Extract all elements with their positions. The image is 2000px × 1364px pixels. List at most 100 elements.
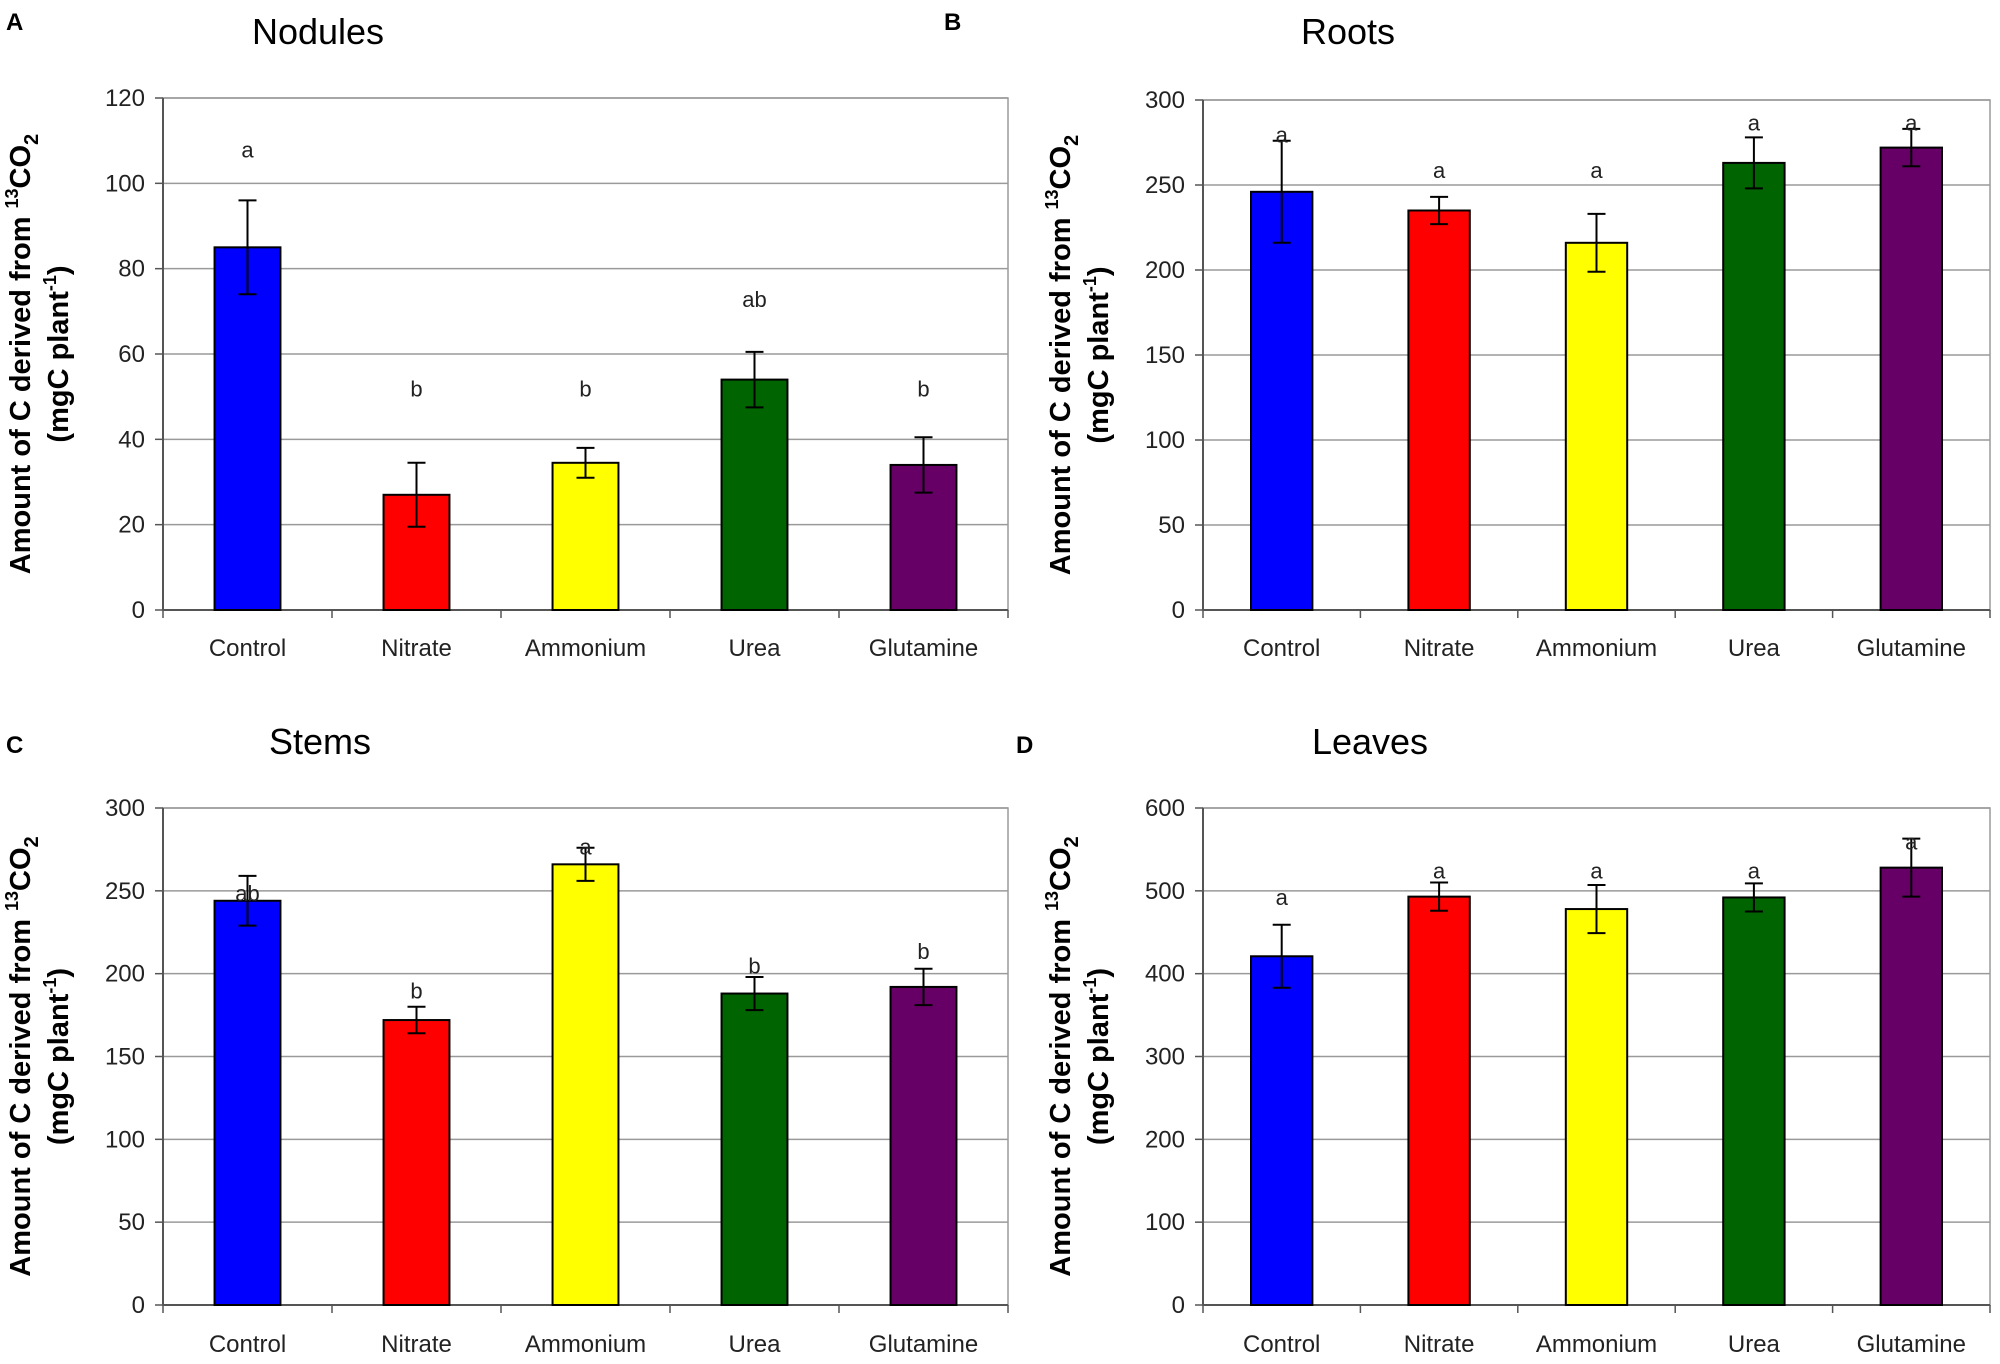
bar-control bbox=[1250, 190, 1314, 612]
y-axis-label-isotope: 13 bbox=[1042, 891, 1062, 911]
y-axis-label-unit-superscript: -1 bbox=[1080, 978, 1100, 994]
y-axis-label-line-2: (mgC plant-1) bbox=[40, 265, 75, 442]
significance-label-glutamine: a bbox=[1905, 111, 1918, 136]
y-axis-label-unit-superscript: -1 bbox=[40, 275, 60, 291]
y-axis-label-text: Amount of C derived from bbox=[1045, 911, 1077, 1277]
y-axis-label-text: Amount of C derived from bbox=[5, 208, 37, 574]
y-axis-label-unit: (mgC plant bbox=[1083, 993, 1115, 1145]
category-label-glutamine: Glutamine bbox=[869, 1331, 978, 1358]
bar-control bbox=[213, 246, 282, 611]
category-label-control: Control bbox=[1243, 1331, 1320, 1358]
category-label-nitrate: Nitrate bbox=[381, 635, 452, 662]
y-tick-label: 300 bbox=[1145, 87, 1185, 114]
significance-label-urea: ab bbox=[742, 287, 766, 312]
y-axis-label-line-2: (mgC plant-1) bbox=[40, 968, 75, 1145]
significance-label-urea: b bbox=[748, 954, 760, 979]
significance-label-ammonium: b bbox=[579, 377, 591, 402]
significance-label-urea: a bbox=[1748, 858, 1761, 883]
category-label-urea: Urea bbox=[728, 1331, 781, 1358]
significance-label-nitrate: b bbox=[410, 377, 422, 402]
panel-letter: D bbox=[1016, 732, 1033, 759]
y-tick-label: 250 bbox=[1145, 172, 1185, 199]
y-axis-label-unit-superscript: -1 bbox=[1080, 276, 1100, 292]
chart-panel-d: D Leaves 0 100 200 300 400 500 600 a Control a Nitra… bbox=[1016, 721, 1991, 1358]
significance-label-ammonium: a bbox=[579, 834, 592, 859]
bar-urea bbox=[720, 378, 789, 611]
y-axis-label-co: CO bbox=[5, 145, 37, 189]
y-tick-label: 0 bbox=[1172, 1292, 1185, 1319]
panel-letter: A bbox=[6, 9, 23, 36]
bar-control bbox=[213, 899, 282, 1306]
y-tick-label: 300 bbox=[1145, 1044, 1185, 1071]
category-label-urea: Urea bbox=[1728, 635, 1781, 662]
panel-title: Leaves bbox=[1312, 721, 1428, 762]
significance-label-glutamine: b bbox=[917, 939, 929, 964]
y-tick-label: 200 bbox=[1145, 1126, 1185, 1153]
significance-label-control: a bbox=[1276, 885, 1289, 910]
y-tick-label: 300 bbox=[105, 795, 145, 822]
y-tick-label: 40 bbox=[118, 426, 145, 453]
category-label-control: Control bbox=[209, 1331, 286, 1358]
y-axis-label-co: CO bbox=[1045, 847, 1077, 891]
y-axis-label-unit-superscript: -1 bbox=[40, 978, 60, 994]
y-tick-label: 20 bbox=[118, 512, 145, 539]
y-tick-label: 60 bbox=[118, 341, 145, 368]
y-axis-label-unit-close: ) bbox=[1083, 968, 1115, 978]
y-axis-label-co: CO bbox=[5, 847, 37, 891]
y-tick-label: 500 bbox=[1145, 878, 1185, 905]
category-label-nitrate: Nitrate bbox=[1404, 635, 1475, 662]
bar-urea bbox=[1722, 161, 1786, 611]
significance-label-ammonium: a bbox=[1590, 158, 1603, 183]
bar-glutamine bbox=[1879, 146, 1943, 611]
y-axis-label-text: Amount of C derived from bbox=[5, 911, 37, 1277]
y-axis-label-isotope: 13 bbox=[2, 891, 22, 911]
panel-title: Nodules bbox=[252, 11, 384, 52]
chart-panel-a: A Nodules 0 20 40 60 80 100 120 a Control b Nitrate b… bbox=[2, 9, 1009, 662]
category-label-urea: Urea bbox=[728, 635, 781, 662]
y-axis-label: Amount of C derived from 13CO2(mgC plant… bbox=[1042, 836, 1115, 1276]
y-axis-label-line-1: Amount of C derived from 13CO2 bbox=[2, 134, 43, 574]
significance-label-control: a bbox=[241, 138, 254, 163]
y-tick-label: 150 bbox=[105, 1044, 145, 1071]
y-tick-label: 80 bbox=[118, 256, 145, 283]
y-axis-label-unit: (mgC plant bbox=[43, 993, 75, 1145]
significance-label-nitrate: a bbox=[1433, 858, 1446, 883]
category-label-ammonium: Ammonium bbox=[525, 1331, 646, 1358]
y-tick-label: 100 bbox=[1145, 427, 1185, 454]
bar-control bbox=[1250, 955, 1314, 1306]
bar-ammonium bbox=[551, 863, 620, 1306]
bar-urea bbox=[1722, 896, 1786, 1307]
bar-urea bbox=[720, 992, 789, 1307]
y-axis-label: Amount of C derived from 13CO2(mgC plant… bbox=[1042, 135, 1115, 575]
bar-glutamine bbox=[889, 985, 958, 1306]
significance-label-nitrate: b bbox=[410, 979, 422, 1004]
significance-label-nitrate: a bbox=[1433, 158, 1446, 183]
bar-glutamine bbox=[1879, 866, 1943, 1306]
y-tick-label: 600 bbox=[1145, 795, 1185, 822]
category-label-nitrate: Nitrate bbox=[381, 1331, 452, 1358]
y-axis-label-isotope: 13 bbox=[2, 188, 22, 208]
bar-ammonium bbox=[1564, 908, 1629, 1306]
y-axis-label-subscript: 2 bbox=[1061, 135, 1083, 146]
significance-label-ammonium: a bbox=[1590, 858, 1603, 883]
panel-title: Stems bbox=[269, 721, 371, 762]
y-axis-label-isotope: 13 bbox=[1042, 189, 1062, 209]
category-label-glutamine: Glutamine bbox=[1857, 635, 1966, 662]
y-axis-label-line-2: (mgC plant-1) bbox=[1080, 968, 1115, 1145]
category-label-control: Control bbox=[209, 635, 286, 662]
y-tick-label: 200 bbox=[105, 961, 145, 988]
y-axis-label-line-1: Amount of C derived from 13CO2 bbox=[1042, 135, 1083, 575]
category-label-ammonium: Ammonium bbox=[525, 635, 646, 662]
y-tick-label: 400 bbox=[1145, 961, 1185, 988]
y-tick-label: 250 bbox=[105, 878, 145, 905]
y-axis-label-line-1: Amount of C derived from 13CO2 bbox=[2, 836, 43, 1276]
significance-label-control: ab bbox=[235, 881, 259, 906]
y-tick-label: 100 bbox=[105, 1126, 145, 1153]
panel-letter: C bbox=[6, 732, 23, 759]
panel-title: Roots bbox=[1301, 11, 1395, 52]
y-axis-label-co: CO bbox=[1045, 146, 1077, 190]
category-label-nitrate: Nitrate bbox=[1404, 1331, 1475, 1358]
y-axis-label-unit-close: ) bbox=[43, 265, 75, 275]
y-axis-label-unit: (mgC plant bbox=[1083, 292, 1115, 444]
y-tick-label: 50 bbox=[1158, 512, 1185, 539]
